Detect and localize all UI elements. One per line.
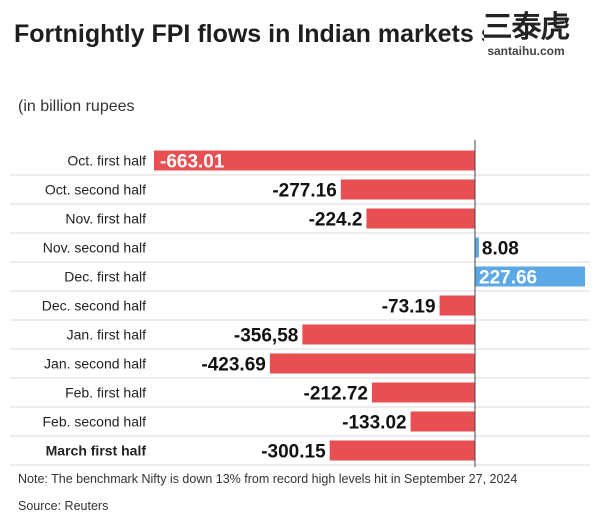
value-label: 227.66 [479,268,537,289]
bar [475,266,585,287]
value-label: -300.15 [261,442,326,463]
bar [372,382,475,403]
chart-title: Fortnightly FPI flows in Indian markets … [14,20,484,48]
bar [329,440,475,461]
value-label: -73.19 [382,297,436,318]
value-label: -356,58 [234,326,298,347]
category-label: Jan. first half [67,327,146,343]
chart-note: Note: The benchmark Nifty is down 13% fr… [18,472,518,486]
category-label: Dec. first half [64,269,146,285]
bar [439,295,475,316]
watermark-url: santaihu.com [487,44,565,58]
category-label: Dec. second half [42,298,146,314]
value-label: -133.02 [342,413,406,434]
value-label: -212.72 [304,384,368,405]
chart-subtitle: (in billion rupees [18,98,135,115]
value-label: -423.69 [201,355,265,376]
bar [269,353,475,374]
value-label: -663.01 [160,152,225,173]
category-label: Oct. first half [67,153,146,169]
category-label: Oct. second half [45,182,146,198]
chart-source: Source: Reuters [18,499,109,513]
watermark: 三泰虎 santaihu.com [466,10,586,58]
category-label: Feb. second half [42,414,146,430]
bar-chart: Oct. first half -663.01 Oct. second half -2… [10,140,590,467]
bar [366,208,475,229]
category-label: March first half [46,443,147,459]
category-label: Nov. first half [65,211,146,227]
value-label: 8.08 [482,239,519,260]
bar [410,411,475,432]
bar [154,150,475,171]
value-label: -224.2 [309,210,363,231]
category-label: Feb. first half [65,385,146,401]
watermark-logo: 三泰虎 [482,10,571,45]
bar [340,179,475,200]
bar [302,324,475,345]
category-label: Jan. second half [44,356,146,372]
category-label: Nov. second half [43,240,146,256]
bar [475,237,479,258]
value-label: -277.16 [272,181,336,202]
